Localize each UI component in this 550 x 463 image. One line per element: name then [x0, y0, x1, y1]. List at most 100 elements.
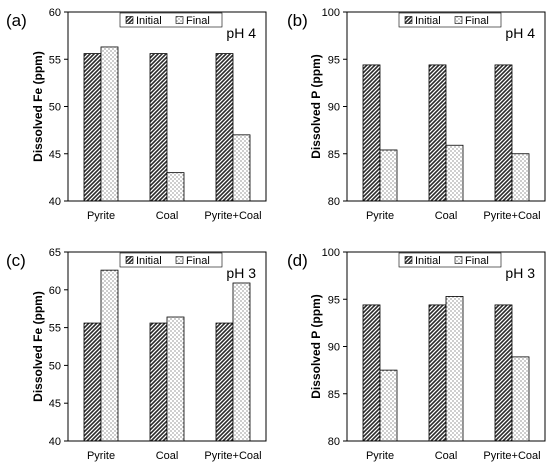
- x-tick-label: Pyrite+Coal: [483, 210, 540, 222]
- chart-panel-1: 40 45 50 55 60 Pyrite Coal Pyrite+Coal (a) Dissol…: [6, 7, 267, 222]
- legend-label-final: Final: [465, 15, 489, 27]
- bar-final-coal: [166, 316, 185, 442]
- bar-final-pyrite: [379, 369, 398, 442]
- plot-frame: [346, 11, 546, 202]
- x-tick-label: Coal: [435, 210, 458, 222]
- legend-swatch-initial: [125, 16, 134, 24]
- y-axis-title: Dissolved P (ppm): [309, 54, 323, 158]
- bar-initial-pyrite: [362, 64, 381, 202]
- bar-initial-coal: [149, 53, 168, 202]
- legend-box: [119, 252, 223, 268]
- x-tick-label: Pyrite+Coal: [483, 450, 540, 462]
- legend-box: [398, 252, 502, 268]
- y-tick-label: 80: [328, 436, 340, 448]
- y-tick-label: 55: [49, 54, 61, 66]
- bar-final-coal: [445, 296, 464, 442]
- ph-annotation: pH 3: [226, 265, 256, 281]
- legend-swatch-initial: [404, 16, 413, 24]
- x-tick-label: Pyrite+Coal: [204, 450, 261, 462]
- bar-final-pyrite: [100, 269, 119, 442]
- bar-initial-coal: [428, 64, 447, 202]
- chart-panel-3: 40 45 50 55 60 65 Pyrite Coal Pyrite+Coal (c) Diss…: [6, 247, 267, 462]
- y-tick-label: 60: [49, 7, 61, 19]
- bar-initial-pyrite-coal: [215, 53, 234, 202]
- y-tick-label: 50: [49, 102, 61, 114]
- legend-label-final: Final: [186, 255, 210, 267]
- bar-final-pyrite-coal: [511, 153, 530, 202]
- bar-final-pyrite-coal: [232, 282, 251, 442]
- legend-label-initial: Initial: [136, 15, 162, 27]
- y-tick-label: 95: [328, 54, 340, 66]
- y-tick-label: 60: [49, 285, 61, 297]
- legend-box: [119, 12, 223, 28]
- legend-swatch-initial: [125, 256, 134, 264]
- y-tick-label: 85: [328, 389, 340, 401]
- bar-final-pyrite: [379, 149, 398, 202]
- bar-initial-pyrite: [83, 322, 102, 442]
- y-tick-label: 90: [328, 342, 340, 354]
- y-tick-label: 45: [49, 398, 61, 410]
- legend-swatch-final: [454, 256, 463, 264]
- panel-label: (c): [6, 251, 26, 270]
- y-tick-label: 85: [328, 149, 340, 161]
- chart-panel-4: 80 85 90 95 100 Pyrite Coal Pyrite+Coal (d) Disso…: [287, 247, 546, 462]
- ph-annotation: pH 4: [505, 25, 535, 41]
- y-axis-title: Dissolved P (ppm): [309, 294, 323, 398]
- bar-initial-pyrite-coal: [494, 64, 513, 202]
- ph-annotation: pH 4: [226, 25, 256, 41]
- y-tick-label: 50: [49, 360, 61, 372]
- legend-swatch-final: [175, 256, 184, 264]
- bar-initial-pyrite: [362, 304, 381, 442]
- legend-swatch-final: [454, 16, 463, 24]
- bar-final-pyrite-coal: [511, 356, 530, 442]
- plot-frame: [67, 11, 267, 202]
- ph-annotation: pH 3: [505, 265, 535, 281]
- bar-initial-coal: [149, 322, 168, 442]
- legend: Initial Final: [398, 12, 502, 28]
- legend-label-final: Final: [186, 15, 210, 27]
- x-tick-label: Pyrite: [87, 450, 115, 462]
- legend: Initial Final: [119, 252, 223, 268]
- panel-label: (b): [287, 11, 308, 30]
- y-tick-label: 100: [322, 7, 340, 19]
- legend: Initial Final: [398, 252, 502, 268]
- x-tick-label: Pyrite: [87, 210, 115, 222]
- plot-frame: [67, 251, 267, 442]
- bar-initial-pyrite-coal: [494, 304, 513, 442]
- x-tick-label: Coal: [435, 450, 458, 462]
- panel-label: (d): [287, 251, 308, 270]
- x-tick-label: Coal: [156, 210, 179, 222]
- y-tick-label: 40: [49, 436, 61, 448]
- plot-frame: [346, 251, 546, 442]
- legend-label-initial: Initial: [136, 255, 162, 267]
- y-tick-label: 45: [49, 149, 61, 161]
- bar-final-pyrite: [100, 46, 119, 202]
- bar-initial-pyrite-coal: [215, 322, 234, 442]
- legend-swatch-initial: [404, 256, 413, 264]
- y-tick-label: 55: [49, 323, 61, 335]
- bar-final-pyrite-coal: [232, 134, 251, 202]
- bar-final-coal: [445, 144, 464, 202]
- panel-label: (a): [6, 11, 27, 30]
- legend: Initial Final: [119, 12, 223, 28]
- y-tick-label: 100: [322, 247, 340, 259]
- y-tick-label: 90: [328, 102, 340, 114]
- legend-swatch-final: [175, 16, 184, 24]
- y-tick-label: 40: [49, 196, 61, 208]
- y-axis-title: Dissolved Fe (ppm): [31, 291, 45, 402]
- x-tick-label: Pyrite: [366, 210, 394, 222]
- legend-label-initial: Initial: [415, 255, 441, 267]
- bar-final-coal: [166, 172, 185, 202]
- y-tick-label: 65: [49, 247, 61, 259]
- y-tick-label: 95: [328, 294, 340, 306]
- legend-label-final: Final: [465, 255, 489, 267]
- y-axis-title: Dissolved Fe (ppm): [31, 51, 45, 162]
- legend-label-initial: Initial: [415, 15, 441, 27]
- chart-panel-2: 80 85 90 95 100 Pyrite Coal Pyrite+Coal (b) Disso…: [287, 7, 546, 222]
- x-tick-label: Coal: [156, 450, 179, 462]
- x-tick-label: Pyrite: [366, 450, 394, 462]
- y-tick-label: 80: [328, 196, 340, 208]
- legend-box: [398, 12, 502, 28]
- bar-initial-pyrite: [83, 53, 102, 202]
